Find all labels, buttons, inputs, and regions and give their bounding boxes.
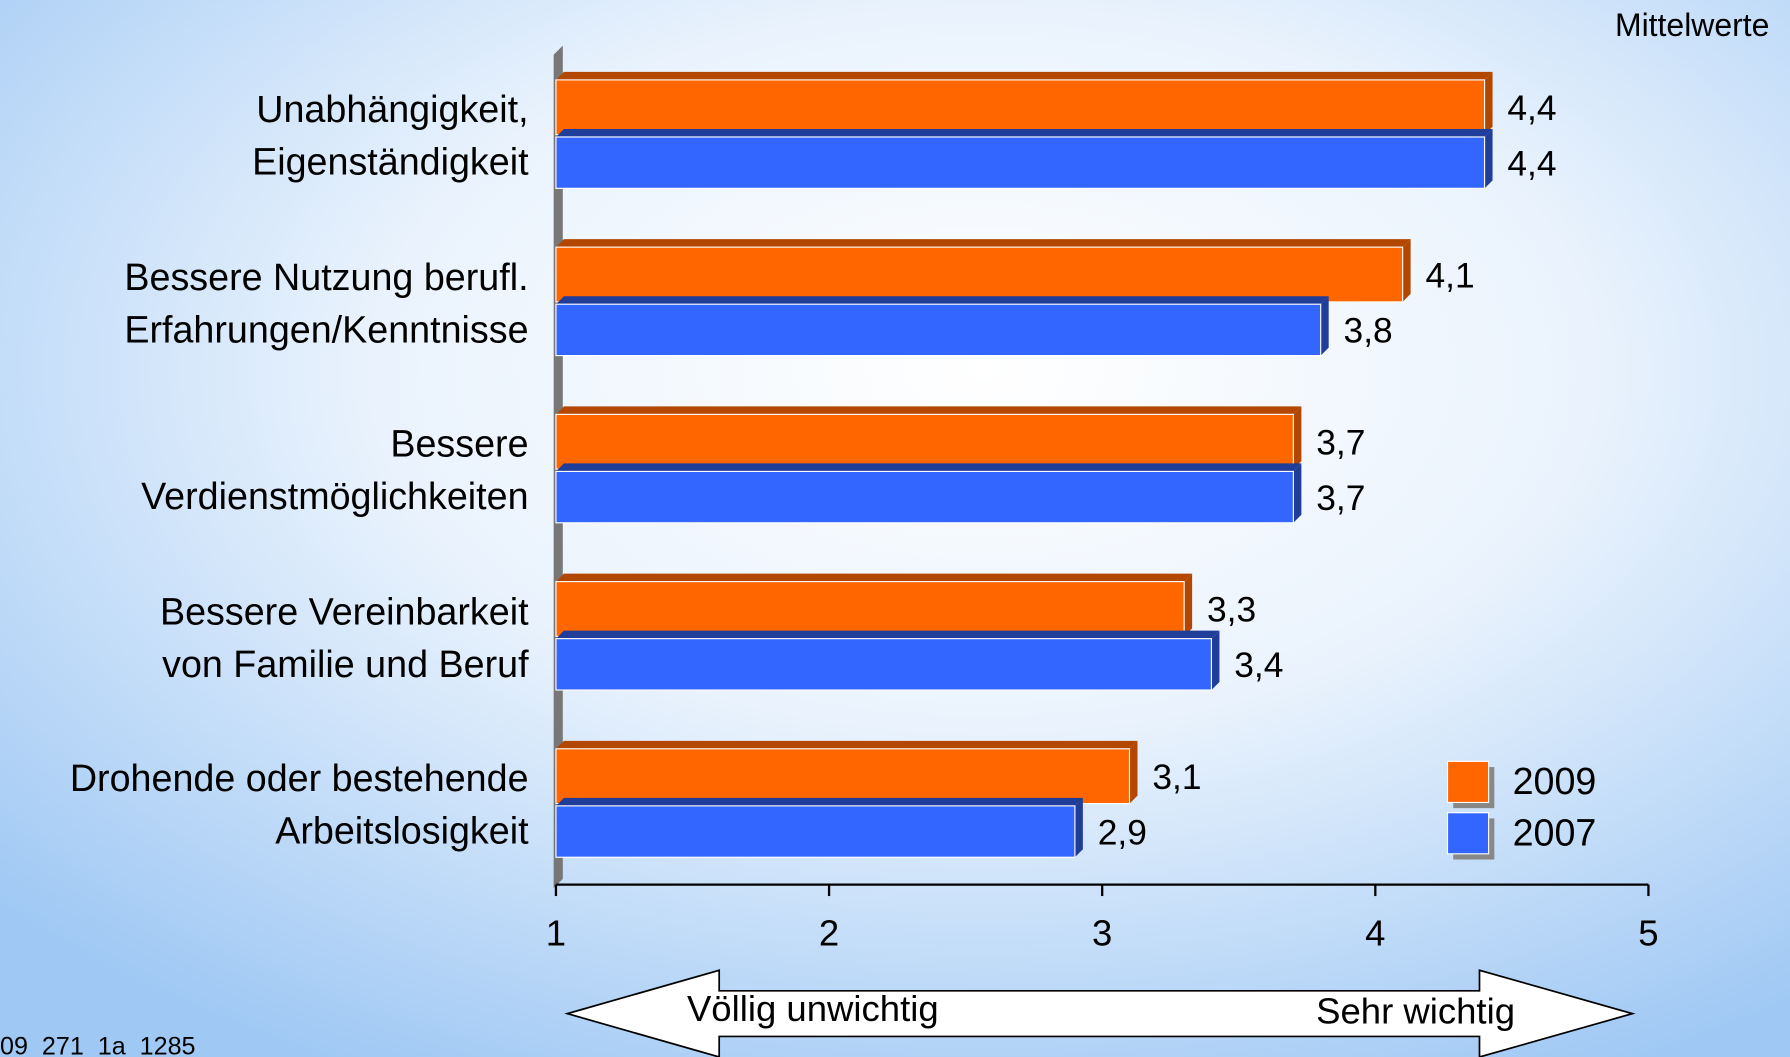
bar [555,303,1322,357]
x-tick-label: 2 [819,913,839,954]
bar [555,638,1213,691]
bar-side [1293,406,1302,470]
x-tick-label: 4 [1365,913,1385,954]
value-label: 3,7 [1316,424,1365,463]
value-label: 3,1 [1152,758,1201,797]
scale-label-low: Völlig unwichtig [687,988,939,1029]
bar [555,805,1076,858]
bar-side [1484,71,1493,135]
value-label: 4,1 [1425,256,1474,295]
bar-top [555,740,1138,749]
x-tick-label: 5 [1638,913,1658,954]
bar [555,581,1185,637]
value-label: 3,8 [1344,312,1393,351]
value-label: 3,4 [1234,646,1283,685]
x-tick-label: 3 [1092,913,1112,954]
bar [555,748,1131,805]
bar-top [555,128,1493,137]
bar-top [555,71,1493,80]
category-label: Bessere Verdienstmöglichkeiten [141,422,529,518]
bar-side [1211,630,1220,691]
bar-top [555,239,1411,248]
bar-side [1184,573,1193,637]
legend-label: 2007 [1513,812,1597,854]
bar [555,136,1486,189]
value-label: 4,4 [1507,144,1556,183]
bar [555,470,1294,524]
legend-swatch [1446,812,1490,855]
bar-top [555,797,1083,806]
scale-label-high: Sehr wichtig [1316,990,1515,1031]
scale-arrow [564,969,1636,1057]
note: Mittelwerte [1615,7,1769,43]
value-label: 4,4 [1507,89,1556,128]
bar-top [555,463,1302,472]
legend-label: 2009 [1513,760,1597,802]
bar-side [1320,296,1329,356]
value-label: 2,9 [1098,813,1147,852]
bar-top [555,573,1193,582]
bar [555,79,1486,136]
bar [555,246,1404,303]
category-label: Unabhängigkeit, Eigenständigkeit [252,87,529,183]
x-tick-label: 1 [546,913,566,954]
bar-side [1402,239,1411,302]
value-label: 3,3 [1207,591,1256,630]
category-label: Bessere Vereinbarkeit von Familie und Be… [159,589,529,685]
category-label: Bessere Nutzung berufl. Erfahrungen/Kenn… [124,255,529,350]
bar-top [555,406,1302,415]
legend-swatch [1446,760,1490,804]
bar-side [1484,128,1493,189]
category-label: Drohende oder bestehende Arbeitslosigkei… [69,756,529,852]
value-label: 3,7 [1316,479,1365,518]
bar-side [1293,463,1302,523]
bar-side [1129,740,1138,804]
bar-top [555,630,1220,639]
bar-side [1074,797,1083,858]
footnote: 09_271_1a_1285 [0,1033,196,1057]
bar-top [555,296,1329,305]
bar [555,413,1294,470]
